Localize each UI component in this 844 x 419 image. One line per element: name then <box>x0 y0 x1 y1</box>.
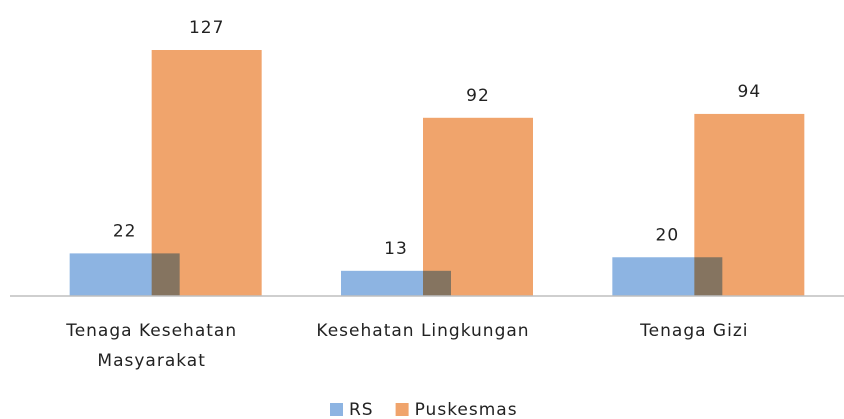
legend-label: Puskesmas <box>415 400 518 419</box>
bar <box>694 113 805 296</box>
x-tick-label: Tenaga Gizi <box>640 321 749 341</box>
data-label: 22 <box>113 221 137 241</box>
series <box>151 50 805 296</box>
legend-label: RS <box>349 400 374 419</box>
bar <box>423 117 533 296</box>
legend-swatch <box>330 403 343 416</box>
legend-swatch <box>395 403 409 416</box>
bar <box>151 50 262 296</box>
data-label: 20 <box>656 225 680 245</box>
data-label: 94 <box>738 82 762 102</box>
x-tick-label: Tenaga Kesehatan Masyarakat <box>66 321 238 371</box>
x-tick-label: Kesehatan Lingkungan <box>316 321 530 341</box>
data-label: 127 <box>189 18 224 38</box>
data-label: 92 <box>466 86 490 106</box>
data-label: 13 <box>384 239 408 259</box>
